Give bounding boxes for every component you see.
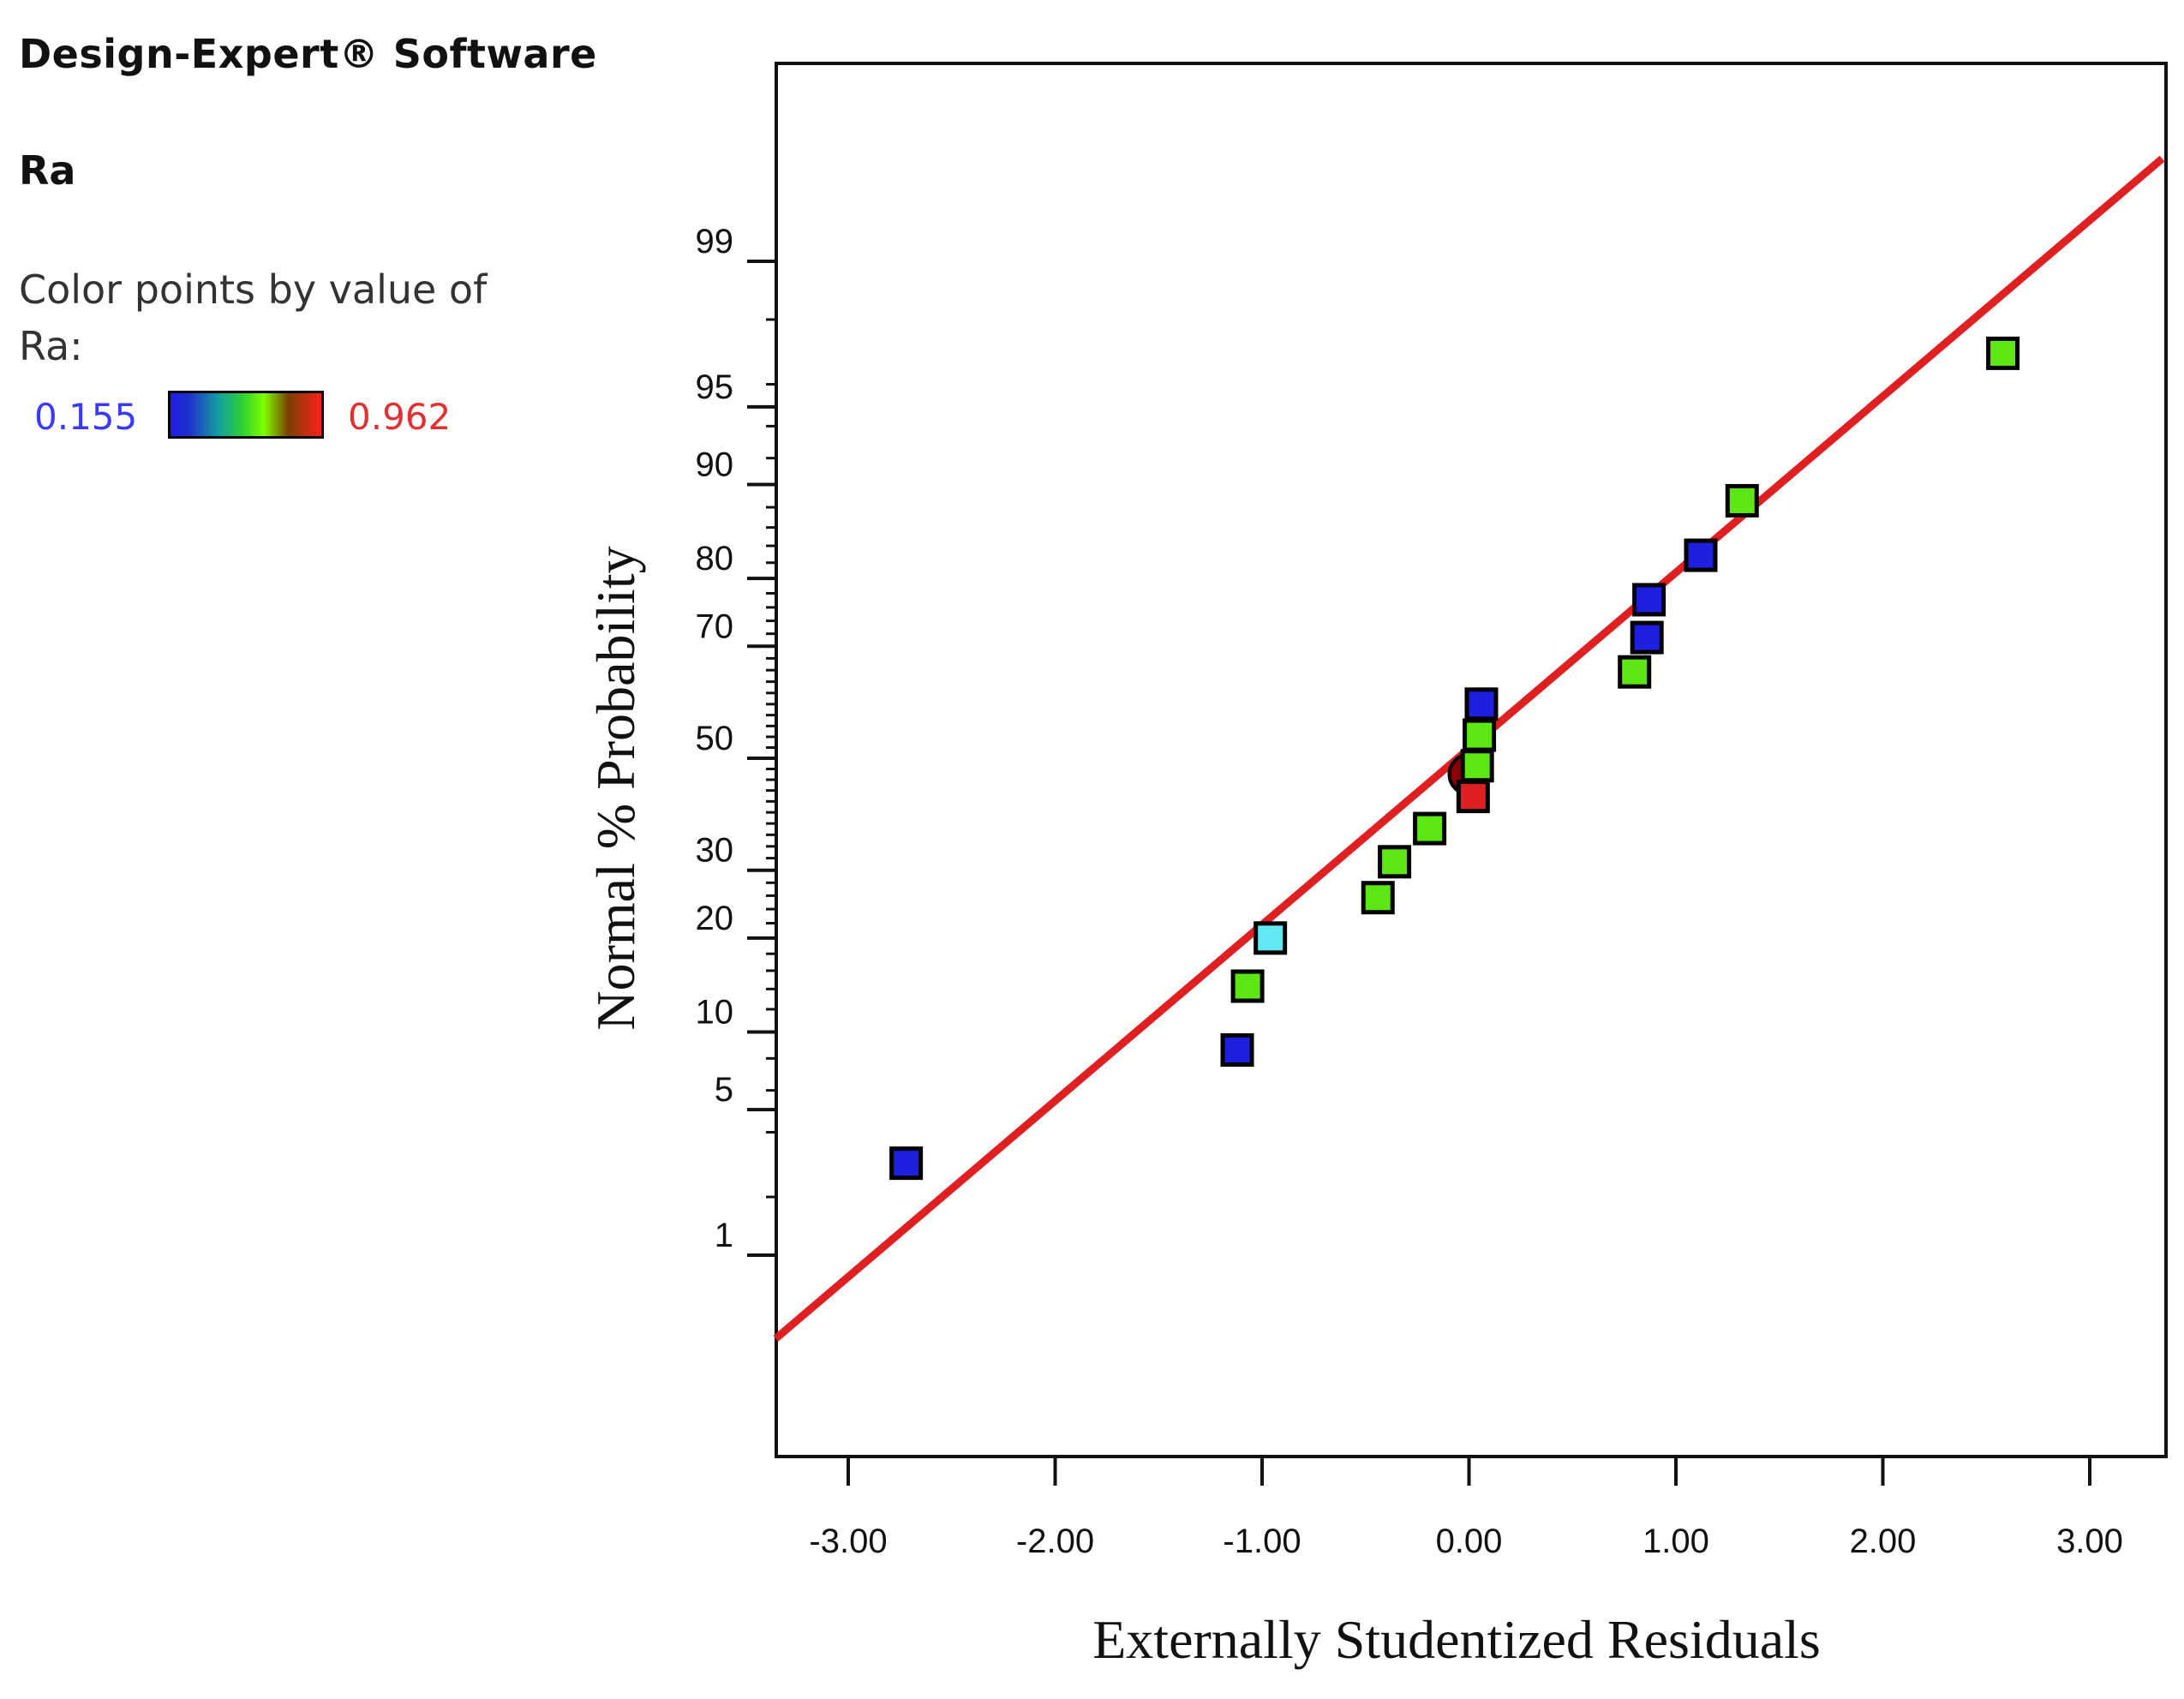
y-tick-label: 20 xyxy=(696,900,734,937)
x-tick-label: 2.00 xyxy=(1850,1523,1917,1560)
y-tick-label: 70 xyxy=(696,607,734,645)
y-tick-label: 90 xyxy=(696,446,734,483)
data-point xyxy=(1632,583,1666,617)
color-scale-min: 0.155 xyxy=(34,396,138,438)
color-by-label: Color points by value of Ra: xyxy=(19,266,488,369)
data-point xyxy=(1456,780,1490,814)
x-tick-label: 1.00 xyxy=(1642,1523,1709,1560)
y-tick-label: 80 xyxy=(696,540,734,577)
data-point xyxy=(1378,845,1412,879)
data-point xyxy=(889,1146,924,1181)
color-scale-bar xyxy=(168,391,324,439)
data-point xyxy=(1413,811,1447,846)
data-point xyxy=(1230,969,1265,1003)
x-tick-label: 3.00 xyxy=(2056,1523,2123,1560)
y-tick-label: 99 xyxy=(696,223,734,260)
data-point xyxy=(1618,655,1652,689)
data-point xyxy=(1254,921,1288,955)
data-point xyxy=(1986,336,2020,370)
data-point xyxy=(1725,483,1759,517)
data-point xyxy=(1361,881,1395,915)
y-tick-label: 30 xyxy=(696,832,734,870)
y-tick-label: 10 xyxy=(696,994,734,1032)
x-tick-label: -3.00 xyxy=(809,1523,887,1560)
x-tick-label: 0.00 xyxy=(1436,1523,1503,1560)
data-point xyxy=(1464,687,1499,721)
y-tick-label: 5 xyxy=(715,1071,733,1109)
x-axis-title: Externally Studentized Residuals xyxy=(1092,1609,1821,1670)
color-scale-max: 0.962 xyxy=(348,396,452,438)
data-point xyxy=(1220,1033,1254,1068)
y-axis-title: Normal % Probability xyxy=(585,546,646,1030)
y-tick-label: 1 xyxy=(715,1217,733,1254)
data-point xyxy=(1630,620,1664,655)
x-tick-label: -1.00 xyxy=(1223,1523,1301,1560)
y-tick-label: 50 xyxy=(696,720,734,757)
software-label: Design-Expert® Software xyxy=(19,31,597,77)
x-tick-label: -2.00 xyxy=(1016,1523,1094,1560)
data-point xyxy=(1460,749,1494,783)
y-tick-label: 95 xyxy=(696,368,734,406)
data-point xyxy=(1463,718,1497,752)
response-name: Ra xyxy=(19,147,76,194)
data-point xyxy=(1684,538,1718,572)
